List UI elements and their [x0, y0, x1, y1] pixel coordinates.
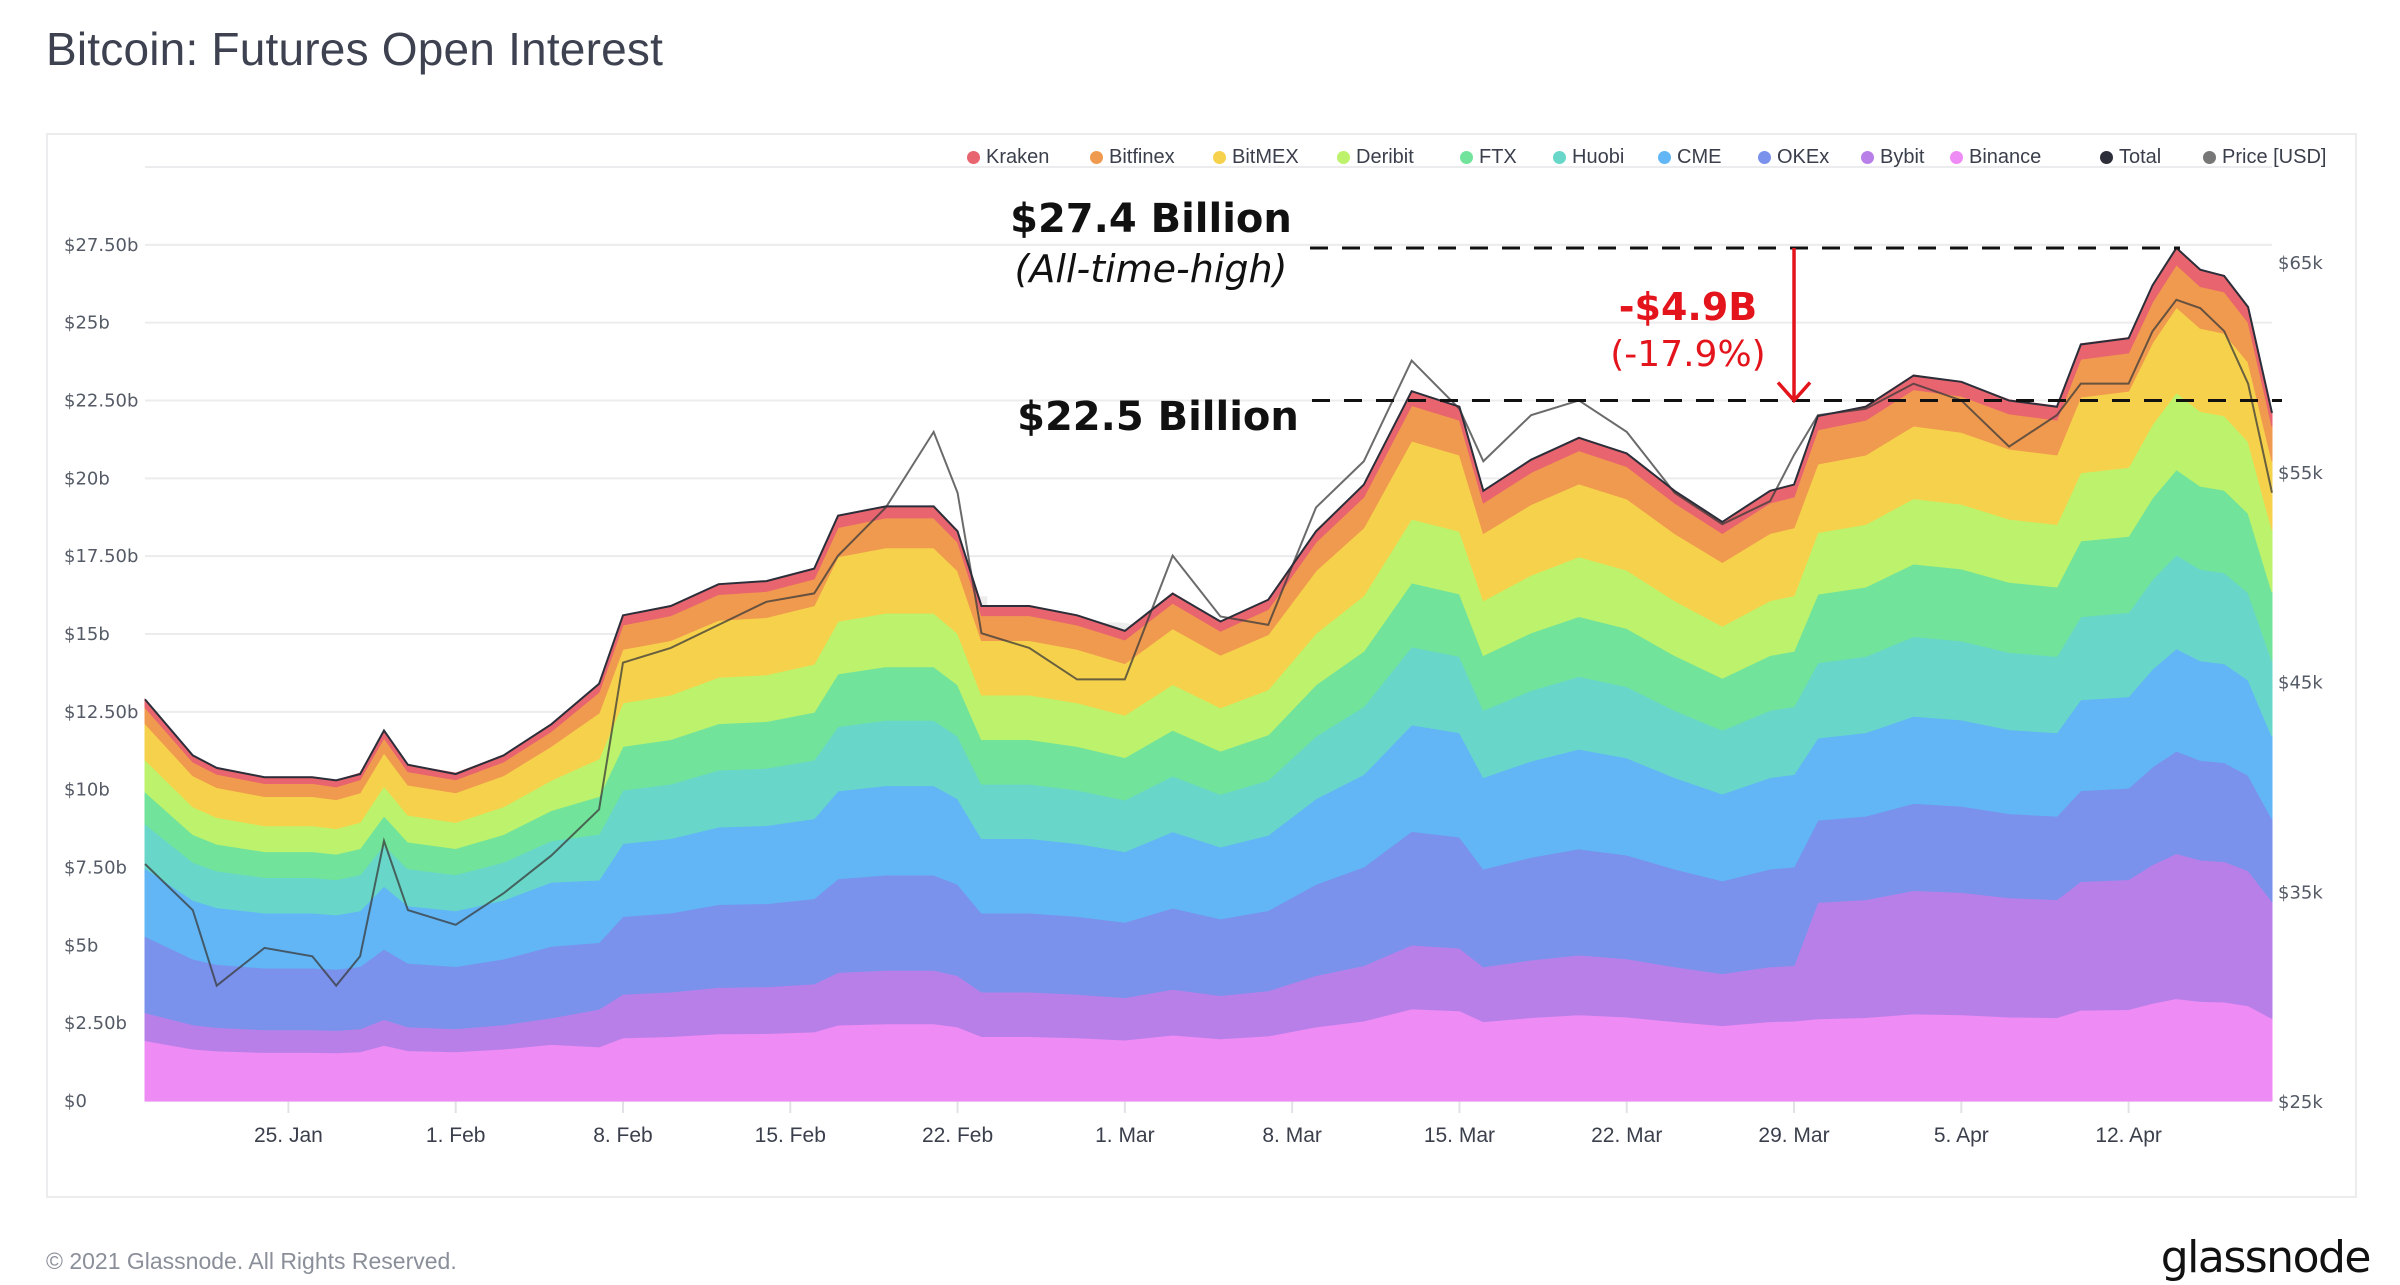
legend-dot-icon: [1658, 151, 1671, 164]
x-tick-label: 25. Jan: [254, 1124, 323, 1147]
legend-dot-icon: [2100, 151, 2113, 164]
y-tick-label: $7.50b: [64, 858, 127, 879]
legend-dot-icon: [1758, 151, 1771, 164]
legend-dot-icon: [1460, 151, 1473, 164]
legend-label: BitMEX: [1232, 146, 1299, 168]
y2-tick-label: $55k: [2278, 463, 2323, 484]
legend-label: OKEx: [1777, 146, 1830, 168]
y2-tick-label: $45k: [2278, 673, 2323, 694]
y-tick-label: $5b: [64, 935, 98, 956]
legend-item-kraken[interactable]: Kraken: [967, 146, 1049, 169]
drop-percent-label: (-17.9%): [1610, 334, 1765, 375]
y2-tick-label: $25k: [2278, 1092, 2323, 1113]
x-tick-label: 22. Feb: [922, 1124, 993, 1147]
x-tick-label: 8. Feb: [593, 1124, 653, 1147]
y-tick-label: $10b: [64, 780, 110, 801]
legend-item-bybit[interactable]: Bybit: [1861, 146, 1924, 169]
x-tick-label: 12. Apr: [2095, 1124, 2162, 1147]
stacked-areas: [144, 246, 2273, 1102]
x-tick-label: 1. Mar: [1095, 1124, 1155, 1147]
right-y-axis: $25k $35k $45k $55k $65k: [2278, 253, 2323, 1113]
legend-label: Total: [2119, 146, 2162, 168]
y-tick-label: $25b: [64, 313, 110, 334]
legend-item-deribit[interactable]: Deribit: [1337, 146, 1414, 169]
legend-item-bitfinex[interactable]: Bitfinex: [1090, 146, 1175, 169]
footer-copyright: © 2021 Glassnode. All Rights Reserved.: [46, 1248, 457, 1274]
x-tick-label: 29. Mar: [1758, 1124, 1829, 1147]
x-tick-label: 22. Mar: [1591, 1124, 1662, 1147]
x-axis: 25. Jan 1. Feb 8. Feb 15. Feb 22. Feb 1. Mar 8…: [254, 1124, 2162, 1147]
y-tick-label: $0: [64, 1091, 87, 1112]
annotations: $27.4 Billion (All-time-high) $22.5 Bill…: [1010, 196, 2282, 440]
legend-dot-icon: [1553, 151, 1566, 164]
legend-dot-icon: [1090, 151, 1103, 164]
legend-item-ftx[interactable]: FTX: [1460, 146, 1517, 169]
legend-label: CME: [1677, 146, 1722, 168]
y-tick-label: $2.50b: [64, 1013, 127, 1034]
y-tick-label: $20b: [64, 468, 110, 489]
y-tick-label: $27.50b: [64, 235, 138, 256]
legend-dot-icon: [967, 151, 980, 164]
legend-label: Kraken: [986, 146, 1050, 168]
legend-item-huobi[interactable]: Huobi: [1553, 146, 1624, 169]
legend-label: Price [USD]: [2222, 146, 2327, 168]
x-tick-label: 15. Mar: [1424, 1124, 1495, 1147]
left-y-axis: $0 $2.50b $5b $7.50b $10b $12.50b $15b $17.50b $…: [64, 235, 138, 1112]
legend-item-binance[interactable]: Binance: [1950, 146, 2041, 169]
current-value-label: $22.5 Billion: [1017, 394, 1299, 440]
y2-tick-label: $65k: [2278, 253, 2323, 274]
legend-label: FTX: [1479, 146, 1517, 168]
drop-value-label: -$4.9B: [1619, 285, 1758, 329]
x-tick-label: 15. Feb: [755, 1124, 826, 1147]
series-lines: [144, 246, 2273, 988]
y-tick-label: $17.50b: [64, 546, 138, 567]
legend-label: Huobi: [1572, 146, 1625, 168]
page-title: Bitcoin: Futures Open Interest: [46, 23, 664, 75]
legend-dot-icon: [1337, 151, 1350, 164]
legend-dot-icon: [1213, 151, 1226, 164]
arrowhead-icon: [1776, 381, 1812, 404]
legend-item-price-usd[interactable]: Price [USD]: [2203, 146, 2326, 169]
y-tick-label: $15b: [64, 624, 110, 645]
ath-note-label: (All-time-high): [1015, 247, 1288, 291]
legend-dot-icon: [2203, 151, 2216, 164]
legend: Kraken Bitfinex BitMEX Deribit FTX Huobi CME OK…: [0, 0, 2400, 168]
legend-label: Bitfinex: [1109, 146, 1175, 168]
legend-item-okex[interactable]: OKEx: [1758, 146, 1829, 169]
legend-dot-icon: [1861, 151, 1874, 164]
glassnode-logo: glassnode: [2160, 1232, 2372, 1283]
x-tick-label: 8. Mar: [1262, 1124, 1322, 1147]
legend-label: Bybit: [1880, 146, 1925, 168]
x-tick-label: 5. Apr: [1934, 1124, 1989, 1147]
y-tick-label: $22.50b: [64, 391, 138, 412]
ath-value-label: $27.4 Billion: [1010, 196, 1292, 242]
legend-item-total[interactable]: Total: [2100, 146, 2161, 169]
y2-tick-label: $35k: [2278, 882, 2323, 903]
legend-label: Binance: [1969, 146, 2042, 168]
x-tick-label: 1. Feb: [426, 1124, 486, 1147]
legend-item-bitmex[interactable]: BitMEX: [1213, 146, 1299, 169]
legend-item-cme[interactable]: CME: [1658, 146, 1721, 169]
legend-label: Deribit: [1356, 146, 1414, 168]
legend-dot-icon: [1950, 151, 1963, 164]
y-tick-label: $12.50b: [64, 702, 138, 723]
